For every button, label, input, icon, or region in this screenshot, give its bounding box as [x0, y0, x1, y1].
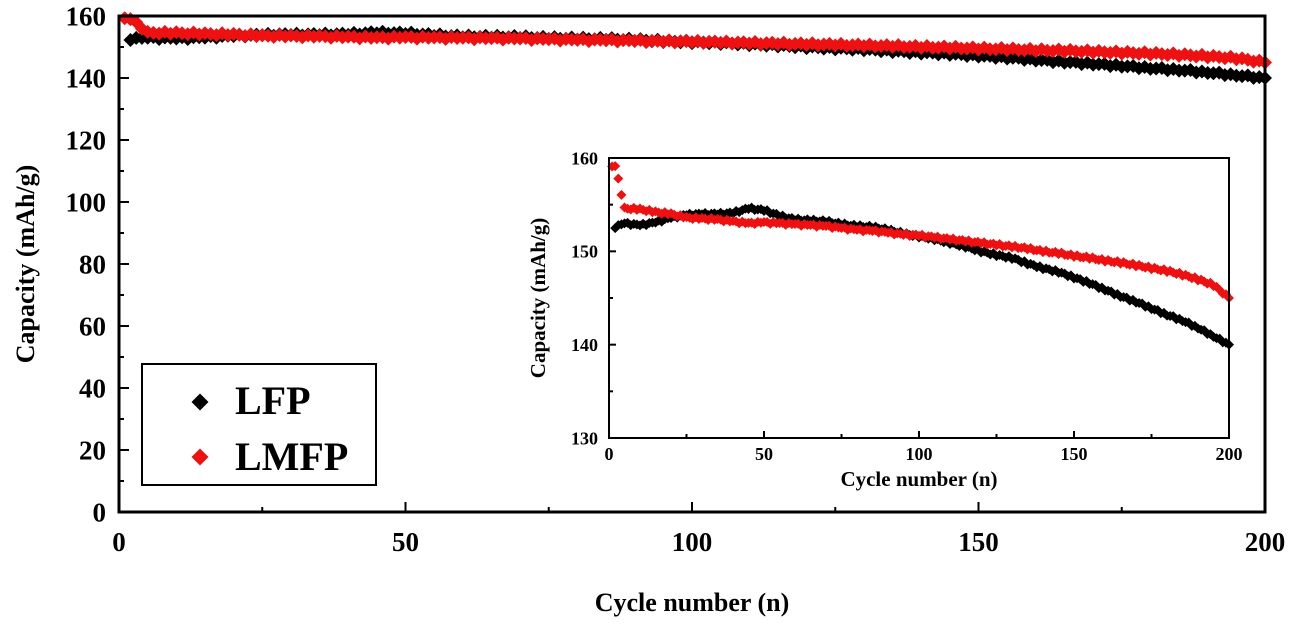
inset-y-tick-label: 140 [571, 335, 598, 355]
legend-label-lmfp: LMFP [235, 434, 348, 479]
main-x-tick-label: 100 [672, 527, 713, 557]
inset-y-tick-label: 160 [571, 148, 598, 168]
main-x-tick-label: 150 [958, 527, 999, 557]
main-y-tick-label: 20 [79, 435, 106, 465]
inset-x-tick-label: 50 [755, 444, 773, 464]
main-point-lmfp [180, 27, 195, 42]
main-y-tick-label: 0 [93, 497, 107, 527]
main-y-tick-label: 100 [66, 187, 107, 217]
main-x-tick-label: 50 [392, 527, 419, 557]
main-y-tick-label: 60 [79, 311, 106, 341]
main-plot-frame [117, 14, 1267, 514]
inset-series-layer [607, 161, 1234, 350]
main-x-tick-label: 200 [1245, 527, 1286, 557]
inset-x-tick-label: 200 [1216, 444, 1243, 464]
main-series-layer [117, 11, 1272, 85]
main-axis-ticks: 0 50 100 150 200 0 20 40 60 80 100 120 140 160 [66, 1, 1286, 557]
main-y-tick-label: 40 [79, 373, 106, 403]
main-y-tick-label: 120 [66, 125, 107, 155]
inset-y-tick-label: 150 [571, 242, 598, 262]
legend-box [141, 363, 377, 486]
main-point-lmfp [352, 31, 367, 46]
inset-point-lmfp [613, 173, 624, 184]
main-y-tick-label: 140 [66, 63, 107, 93]
inset-point-lmfp [616, 189, 627, 200]
inset-x-tick-label: 0 [605, 444, 614, 464]
main-y-tick-label: 160 [66, 1, 107, 31]
legend-marker-lmfp [191, 448, 209, 466]
main-point-lmfp [243, 27, 258, 42]
inset-x-tick-label: 100 [906, 444, 933, 464]
legend: LFP LMFP [141, 363, 377, 486]
legend-label-lfp: LFP [235, 378, 311, 423]
legend-marker-lfp [191, 393, 209, 411]
main-point-lmfp [409, 31, 424, 46]
main-x-tick-label: 0 [112, 527, 126, 557]
inset-axis-ticks: 0 50 100 150 200 130 140 150 160 [571, 148, 1243, 464]
inset-x-axis-label: Cycle number (n) [840, 467, 997, 491]
inset-point-lmfp [610, 161, 621, 172]
inset-plot: 0 50 100 150 200 130 140 150 160 Cycle number (n… [526, 148, 1243, 491]
main-point-lmfp [324, 30, 339, 45]
main-x-axis-label: Cycle number (n) [595, 588, 790, 617]
inset-y-tick-label: 130 [571, 428, 598, 448]
main-y-axis-label: Capacity (mAh/g) [11, 165, 40, 364]
main-series-lmfp [117, 11, 1272, 70]
inset-plot-frame [608, 157, 1230, 439]
main-y-tick-label: 80 [79, 249, 106, 279]
main-plot: 0 50 100 150 200 0 20 40 60 80 100 120 140 160 Cycle … [11, 1, 1285, 617]
inset-y-axis-label: Capacity (mAh/g) [526, 218, 550, 378]
inset-series-lmfp [607, 161, 1234, 303]
inset-x-tick-label: 150 [1061, 444, 1088, 464]
